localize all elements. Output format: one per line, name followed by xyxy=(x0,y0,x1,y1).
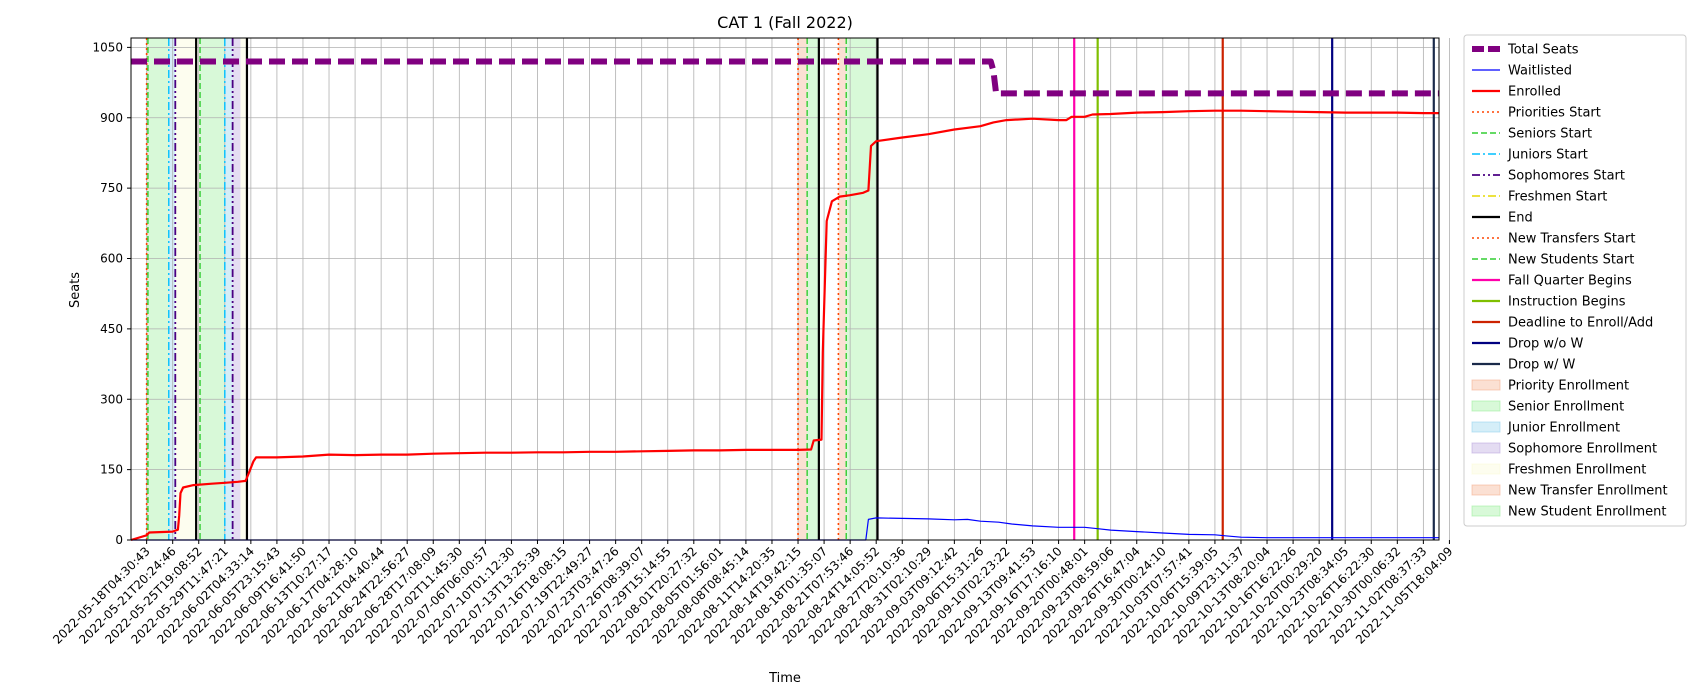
series-line-enrolled xyxy=(130,109,1439,542)
legend-label: New Transfer Enrollment xyxy=(1508,484,1668,499)
legend-label: New Transfers Start xyxy=(1508,232,1635,247)
legend-swatch xyxy=(1471,400,1501,412)
legend-item-end: End xyxy=(1472,211,1533,226)
span-senior-enrollment xyxy=(200,38,225,540)
legend-item-deadline-to-enroll-add: Deadline to Enroll/Add xyxy=(1472,316,1653,331)
y-tick-label: 450 xyxy=(100,322,123,336)
legend-swatch xyxy=(1471,421,1501,433)
span-junior-enrollment xyxy=(168,38,176,540)
legend-swatch xyxy=(1471,505,1501,517)
legend-item-new-student-enrollment: New Student Enrollment xyxy=(1471,505,1666,520)
legend-label: Drop w/ W xyxy=(1508,358,1576,373)
span-sophomore-enrollment xyxy=(232,38,241,540)
legend-item-enrolled: Enrolled xyxy=(1472,85,1561,100)
legend-label: Freshmen Enrollment xyxy=(1508,463,1646,478)
legend-label: New Student Enrollment xyxy=(1508,505,1666,520)
legend-swatch xyxy=(1471,379,1501,391)
legend-item-total-seats: Total Seats xyxy=(1472,43,1579,58)
legend-item-priority-enrollment: Priority Enrollment xyxy=(1471,379,1629,394)
legend-item-seniors-start: Seniors Start xyxy=(1472,127,1592,142)
series-lines xyxy=(130,58,1439,542)
legend-label: Junior Enrollment xyxy=(1507,421,1620,436)
legend-item-instruction-begins: Instruction Begins xyxy=(1472,295,1626,310)
legend-label: Deadline to Enroll/Add xyxy=(1508,316,1653,331)
legend-item-drop-w-o-w: Drop w/o W xyxy=(1472,337,1584,352)
legend-item-freshmen-start: Freshmen Start xyxy=(1472,190,1607,205)
y-axis-title: Seats xyxy=(68,272,83,308)
x-axis-ticks: 2022-05-18T04:30:432022-05-21T20:24:4620… xyxy=(50,540,1456,647)
legend: Total Seats Waitlisted Enrolled Priorities … xyxy=(1463,34,1687,527)
legend-item-freshmen-enrollment: Freshmen Enrollment xyxy=(1471,463,1646,478)
legend-item-junior-enrollment: Junior Enrollment xyxy=(1471,421,1620,436)
legend-label: Enrolled xyxy=(1508,85,1561,100)
legend-label: Seniors Start xyxy=(1508,127,1592,142)
series-line-total-seats xyxy=(131,58,1439,97)
legend-item-fall-quarter-begins: Fall Quarter Begins xyxy=(1472,274,1632,289)
legend-label: Waitlisted xyxy=(1508,64,1572,79)
enrollment-spans xyxy=(146,38,878,540)
legend-item-new-students-start: New Students Start xyxy=(1472,253,1634,268)
y-axis-ticks: 0 150 300 450 600 750 900 1050 xyxy=(92,40,131,547)
legend-item-new-transfer-enrollment: New Transfer Enrollment xyxy=(1471,484,1668,499)
legend-item-waitlisted: Waitlisted xyxy=(1472,64,1572,79)
y-tick-label: 900 xyxy=(100,111,123,125)
legend-label: Sophomore Enrollment xyxy=(1508,442,1657,457)
legend-label: Instruction Begins xyxy=(1508,295,1626,310)
legend-label: Priorities Start xyxy=(1508,106,1601,121)
legend-label: End xyxy=(1508,211,1533,226)
legend-item-senior-enrollment: Senior Enrollment xyxy=(1471,400,1624,415)
legend-item-drop-w-w: Drop w/ W xyxy=(1472,358,1576,373)
span-new-transfer-enrollment xyxy=(838,38,847,540)
legend-label: Freshmen Start xyxy=(1508,190,1607,205)
event-lines xyxy=(145,38,1435,540)
y-tick-label: 150 xyxy=(100,463,123,477)
legend-item-juniors-start: Juniors Start xyxy=(1472,148,1588,163)
x-axis-title: Time xyxy=(768,671,801,686)
legend-label: Senior Enrollment xyxy=(1508,400,1624,415)
legend-item-sophomores-start: Sophomores Start xyxy=(1472,169,1625,184)
span-junior-enrollment xyxy=(224,38,233,540)
legend-label: New Students Start xyxy=(1508,253,1634,268)
y-tick-label: 1050 xyxy=(92,40,123,54)
legend-label: Juniors Start xyxy=(1507,148,1588,163)
y-tick-label: 0 xyxy=(115,533,123,547)
span-senior-enrollment xyxy=(147,38,169,540)
span-new-transfer-enrollment xyxy=(798,38,808,540)
legend-swatch xyxy=(1471,463,1501,475)
y-tick-label: 750 xyxy=(100,181,123,195)
legend-label: Priority Enrollment xyxy=(1508,379,1629,394)
legend-item-sophomore-enrollment: Sophomore Enrollment xyxy=(1471,442,1657,457)
series-line-waitlisted xyxy=(131,517,1439,541)
span-freshmen-enrollment xyxy=(240,38,247,540)
legend-label: Sophomores Start xyxy=(1508,169,1625,184)
legend-label: Fall Quarter Begins xyxy=(1508,274,1632,289)
span-new-student-enrollment xyxy=(807,38,819,540)
legend-item-new-transfers-start: New Transfers Start xyxy=(1472,232,1635,247)
legend-swatch xyxy=(1471,484,1501,496)
legend-label: Drop w/o W xyxy=(1508,337,1584,352)
chart-title: CAT 1 (Fall 2022) xyxy=(717,13,853,32)
legend-box xyxy=(1463,34,1687,527)
legend-label: Total Seats xyxy=(1507,43,1579,58)
y-tick-label: 600 xyxy=(100,252,123,266)
plot-frame xyxy=(130,37,1440,541)
legend-item-priorities-start: Priorities Start xyxy=(1472,106,1601,121)
legend-swatch xyxy=(1471,442,1501,454)
y-tick-label: 300 xyxy=(100,392,123,406)
span-new-student-enrollment xyxy=(846,38,878,540)
